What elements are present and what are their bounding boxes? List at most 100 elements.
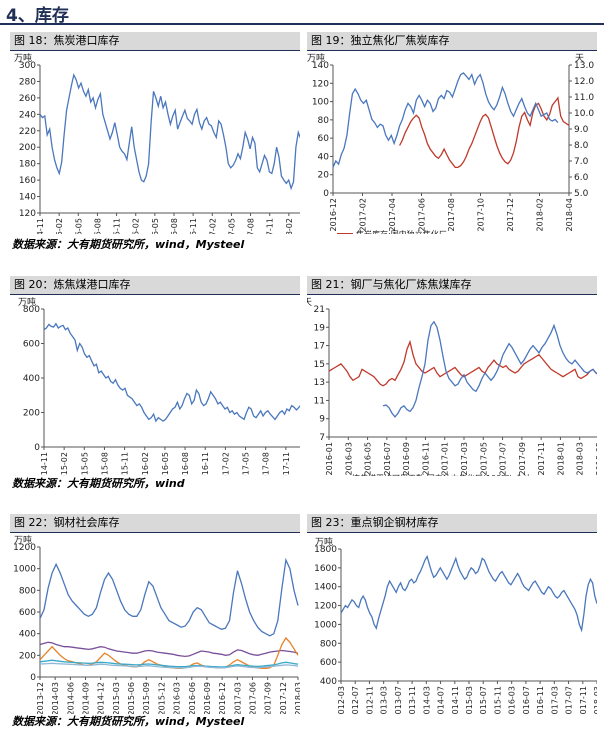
x-tick-label: 2017-07 <box>565 686 574 714</box>
y-tick-label: 19 <box>314 323 326 333</box>
x-tick-label: 2015-03 <box>112 682 121 714</box>
x-tick-label: 2013-03 <box>380 686 389 714</box>
x-tick-label: 2017-11 <box>266 218 275 234</box>
x-tick-label: 2012-07 <box>351 686 360 714</box>
y2-tick-label: 5.0 <box>574 189 589 199</box>
y-tick-label: 13 <box>314 378 325 388</box>
x-tick-label: 2016-01 <box>325 442 334 475</box>
x-tick-label: 2014-11 <box>36 218 45 234</box>
x-tick-label: 2016-11 <box>421 442 430 475</box>
y-tick-label: 260 <box>19 94 36 104</box>
x-tick-label: 2016-08 <box>170 218 179 234</box>
x-tick-label: 2015-11 <box>493 686 502 714</box>
x-tick-label: 2017-05 <box>242 452 251 476</box>
y-tick-label: 160 <box>19 176 36 186</box>
x-tick-label: 2017-06 <box>248 682 257 714</box>
y-tick-label: 11 <box>314 396 325 406</box>
chart-svg: 万吨 120 140 160 180 200 220 240 260 280 300 2014-11 2… <box>14 52 300 234</box>
y-tick-label: 280 <box>19 77 36 87</box>
y-tick-label: 1600 <box>314 564 337 574</box>
y-tick-label: 220 <box>19 127 36 137</box>
x-tick-label: 2017-06 <box>418 198 427 231</box>
y-tick-label: 9 <box>319 415 325 425</box>
y2-tick-label: 8.0 <box>574 141 589 151</box>
source-note-row1: 数据来源：大有期货研究所，wind，Mysteel <box>12 238 245 251</box>
x-tick-label: 2018-02 <box>536 198 545 231</box>
x-tick-label: 2014-03 <box>422 686 431 714</box>
x-tick-label: 2013-12 <box>36 682 45 714</box>
x-tick-label: 2017-03 <box>233 682 242 714</box>
y-tick-label: 600 <box>23 340 40 350</box>
chart-panel-fig20: 图 20：炼焦煤港口库存 万吨 0 200 400 600 800 2014-11 2015-… <box>10 276 300 476</box>
y-tick-label: 200 <box>19 143 36 153</box>
x-tick-label: 2016-11 <box>201 452 210 476</box>
x-tick-label: 2017-11 <box>579 686 588 714</box>
y-tick-label: 800 <box>320 639 337 649</box>
y-tick-label: 1400 <box>314 583 337 593</box>
x-tick-label: 2015-02 <box>55 218 64 234</box>
chart-svg: 万吨 0 200 400 600 800 2014-11 2015-02 2015-05 2015… <box>18 296 300 476</box>
series-line-1 <box>332 72 559 168</box>
x-tick-label: 2018-04 <box>565 198 574 231</box>
x-tick-label: 2018-05 <box>595 442 597 475</box>
x-tick-label: 2016-02 <box>132 218 141 234</box>
x-tick-label: 2018-03 <box>576 442 585 475</box>
chart-header: 图 18：焦炭港口库存 <box>10 32 300 50</box>
x-tick-label: 2014-03 <box>51 682 60 714</box>
x-tick-label: 2017-03 <box>460 442 469 475</box>
x-tick-label: 2016-03 <box>508 686 517 714</box>
chart-header-rule <box>10 50 300 51</box>
source-note-row2: 数据来源：大有期货研究所，wind <box>12 477 185 490</box>
y2-tick-label: 13.0 <box>574 61 594 71</box>
y-tick-label: 200 <box>19 651 36 661</box>
x-tick-label: 2017-09 <box>518 442 527 475</box>
series-line-3 <box>39 659 299 668</box>
y-tick-label: 800 <box>19 586 36 596</box>
x-tick-label: 2016-05 <box>364 442 373 475</box>
x-tick-label: 2015-02 <box>60 452 69 476</box>
source-note-row3: 数据来源：大有期货研究所，wind，Mysteel <box>12 715 245 728</box>
y-tick-label: 800 <box>23 305 40 315</box>
x-tick-label: 2017-02 <box>359 198 368 231</box>
y-unit-label: 万吨 <box>18 296 36 308</box>
chart-svg: 天 7 9 11 13 15 17 19 21 2016-01 2016-03 2016-05 2016… <box>307 298 597 476</box>
y-tick-label: 120 <box>19 209 36 219</box>
x-tick-label: 2017-10 <box>477 198 486 231</box>
chart-header-rule <box>10 532 300 533</box>
y2-tick-label: 9.0 <box>574 125 589 135</box>
y-tick-label: 0 <box>34 443 40 453</box>
chart-svg: 万吨 天 0 20 40 60 80 100 120 140 5.0 6.0 7.0 8.0 9.0 10.0… <box>307 52 594 234</box>
y-tick-label: 15 <box>314 360 325 370</box>
x-tick-label: 2015-07 <box>479 686 488 714</box>
y-tick-label: 60 <box>318 134 330 144</box>
chart-panel-fig21: 图 21：钢厂与焦化厂炼焦煤库存 天 7 9 11 13 15 17 19 21 2016-01 2… <box>307 276 597 476</box>
x-tick-label: 2017-12 <box>506 198 515 231</box>
x-tick-label: 2017-11 <box>282 452 291 476</box>
x-tick-label: 2016-07 <box>522 686 531 714</box>
y-unit-label: 天 <box>307 298 312 308</box>
y-tick-label: 240 <box>19 110 36 120</box>
x-tick-label: 2017-01 <box>441 442 450 475</box>
legend-label: 炼焦煤平均可用天数:国内独立焦化厂(100家):合计 <box>352 473 531 476</box>
y-tick-label: 1200 <box>13 543 36 553</box>
x-tick-label: 2015-12 <box>157 682 166 714</box>
x-tick-label: 2018-02 <box>285 218 294 234</box>
y-unit-label: 万吨 <box>14 534 32 546</box>
x-tick-label: 2012-11 <box>365 686 374 714</box>
x-tick-label: 2016-11 <box>189 218 198 234</box>
y-tick-label: 400 <box>23 374 40 384</box>
y-tick-label: 100 <box>312 98 329 108</box>
series-line-0 <box>39 72 300 191</box>
chart-header: 图 21：钢厂与焦化厂炼焦煤库存 <box>307 276 597 294</box>
y-tick-label: 600 <box>19 608 36 618</box>
y-tick-label: 1800 <box>314 545 337 555</box>
y-tick-label: 1200 <box>314 602 337 612</box>
x-tick-label: 2017-08 <box>447 198 456 231</box>
y-tick-label: 17 <box>314 342 325 352</box>
x-tick-label: 2015-08 <box>93 218 102 234</box>
series-line-1 <box>382 320 597 418</box>
y2-tick-label: 6.0 <box>574 173 589 183</box>
y-tick-label: 40 <box>318 152 330 162</box>
chart-panel-fig19: 图 19：独立焦化厂焦炭库存 万吨 天 0 20 40 60 80 100 120 140 5.0 6… <box>307 32 597 234</box>
x-tick-label: 2017-02 <box>221 452 230 476</box>
